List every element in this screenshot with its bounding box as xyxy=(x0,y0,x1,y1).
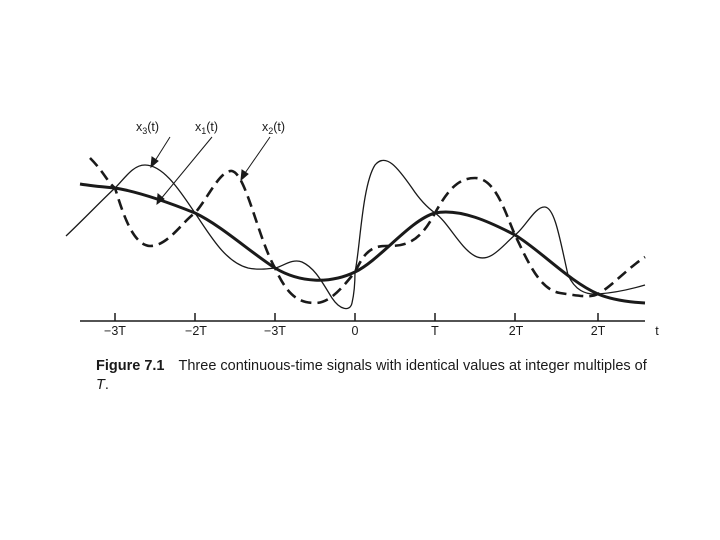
caption-italic-T: T xyxy=(96,377,105,393)
tick-label: −2T xyxy=(185,324,207,338)
leader-arrows xyxy=(150,136,271,206)
x2-leader-line xyxy=(242,136,271,177)
label-x3-base: x xyxy=(136,120,143,134)
tick-label: 2T xyxy=(509,324,524,338)
label-x2-arg: (t) xyxy=(273,120,285,134)
tick-label: −3T xyxy=(104,324,126,338)
tick-label: 0 xyxy=(352,324,359,338)
label-x2-sub: 2 xyxy=(268,126,273,136)
figure-caption: Figure 7.1 Three continuous-time signals … xyxy=(96,357,656,395)
x1-arrowhead-icon xyxy=(156,193,165,206)
caption-figure-label: Figure 7.1 xyxy=(96,358,165,374)
axis-ticks xyxy=(114,313,599,321)
x2-arrowhead-icon xyxy=(240,169,249,182)
label-x1-sub: 1 xyxy=(201,126,206,136)
caption-text: Three continuous-time signals with ident… xyxy=(178,358,647,374)
x1-signal-curve xyxy=(79,182,646,305)
tick-label: −3T xyxy=(264,324,286,338)
label-x1-base: x xyxy=(195,120,202,134)
tick-labels: −3T −2T −3T 0 T 2T 2T xyxy=(104,324,606,338)
label-x1: x1(t) xyxy=(195,120,218,136)
axis-label-t: t xyxy=(655,324,659,338)
x3-arrowhead-icon xyxy=(150,156,159,169)
label-x3: x3(t) xyxy=(136,120,159,136)
label-x1-arg: (t) xyxy=(206,120,218,134)
caption-period: . xyxy=(104,377,109,393)
label-x3-arg: (t) xyxy=(147,120,159,134)
label-x2-base: x xyxy=(262,120,269,134)
label-x3-sub: 3 xyxy=(142,126,147,136)
curve-labels: x3(t) x1(t) x2(t) xyxy=(136,120,285,136)
x2-signal-curve xyxy=(89,157,646,305)
label-x2: x2(t) xyxy=(262,120,285,136)
x3-signal-curve xyxy=(65,159,646,310)
x1-leader-line xyxy=(159,136,213,201)
tick-label: 2T xyxy=(591,324,606,338)
tick-label: T xyxy=(431,324,439,338)
